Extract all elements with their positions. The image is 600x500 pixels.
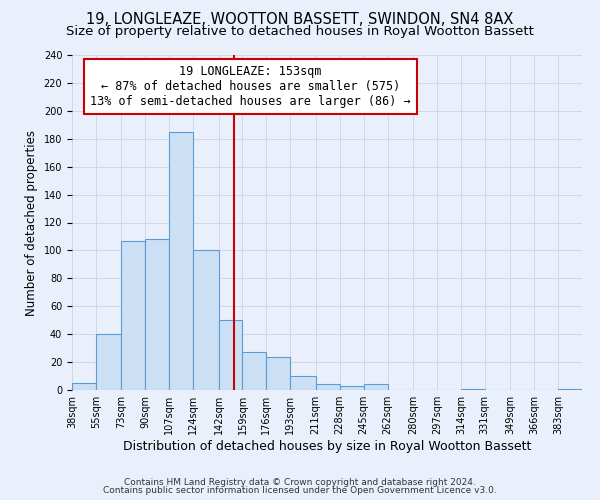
Text: Contains HM Land Registry data © Crown copyright and database right 2024.: Contains HM Land Registry data © Crown c… bbox=[124, 478, 476, 487]
Bar bbox=[266, 356, 290, 390]
Bar bbox=[218, 320, 242, 390]
Text: Size of property relative to detached houses in Royal Wootton Bassett: Size of property relative to detached ho… bbox=[66, 24, 534, 38]
Bar bbox=[193, 250, 218, 390]
Bar bbox=[145, 240, 169, 390]
Bar bbox=[72, 383, 96, 390]
Bar bbox=[558, 388, 582, 390]
Bar bbox=[169, 132, 193, 390]
Bar bbox=[121, 240, 145, 390]
Bar bbox=[340, 386, 364, 390]
Text: 19, LONGLEAZE, WOOTTON BASSETT, SWINDON, SN4 8AX: 19, LONGLEAZE, WOOTTON BASSETT, SWINDON,… bbox=[86, 12, 514, 28]
Bar bbox=[242, 352, 266, 390]
Bar bbox=[96, 334, 121, 390]
Text: 19 LONGLEAZE: 153sqm
← 87% of detached houses are smaller (575)
13% of semi-deta: 19 LONGLEAZE: 153sqm ← 87% of detached h… bbox=[90, 65, 411, 108]
Y-axis label: Number of detached properties: Number of detached properties bbox=[25, 130, 38, 316]
X-axis label: Distribution of detached houses by size in Royal Wootton Bassett: Distribution of detached houses by size … bbox=[123, 440, 531, 453]
Text: Contains public sector information licensed under the Open Government Licence v3: Contains public sector information licen… bbox=[103, 486, 497, 495]
Bar bbox=[290, 376, 316, 390]
Bar bbox=[316, 384, 340, 390]
Bar bbox=[364, 384, 388, 390]
Bar bbox=[461, 388, 485, 390]
